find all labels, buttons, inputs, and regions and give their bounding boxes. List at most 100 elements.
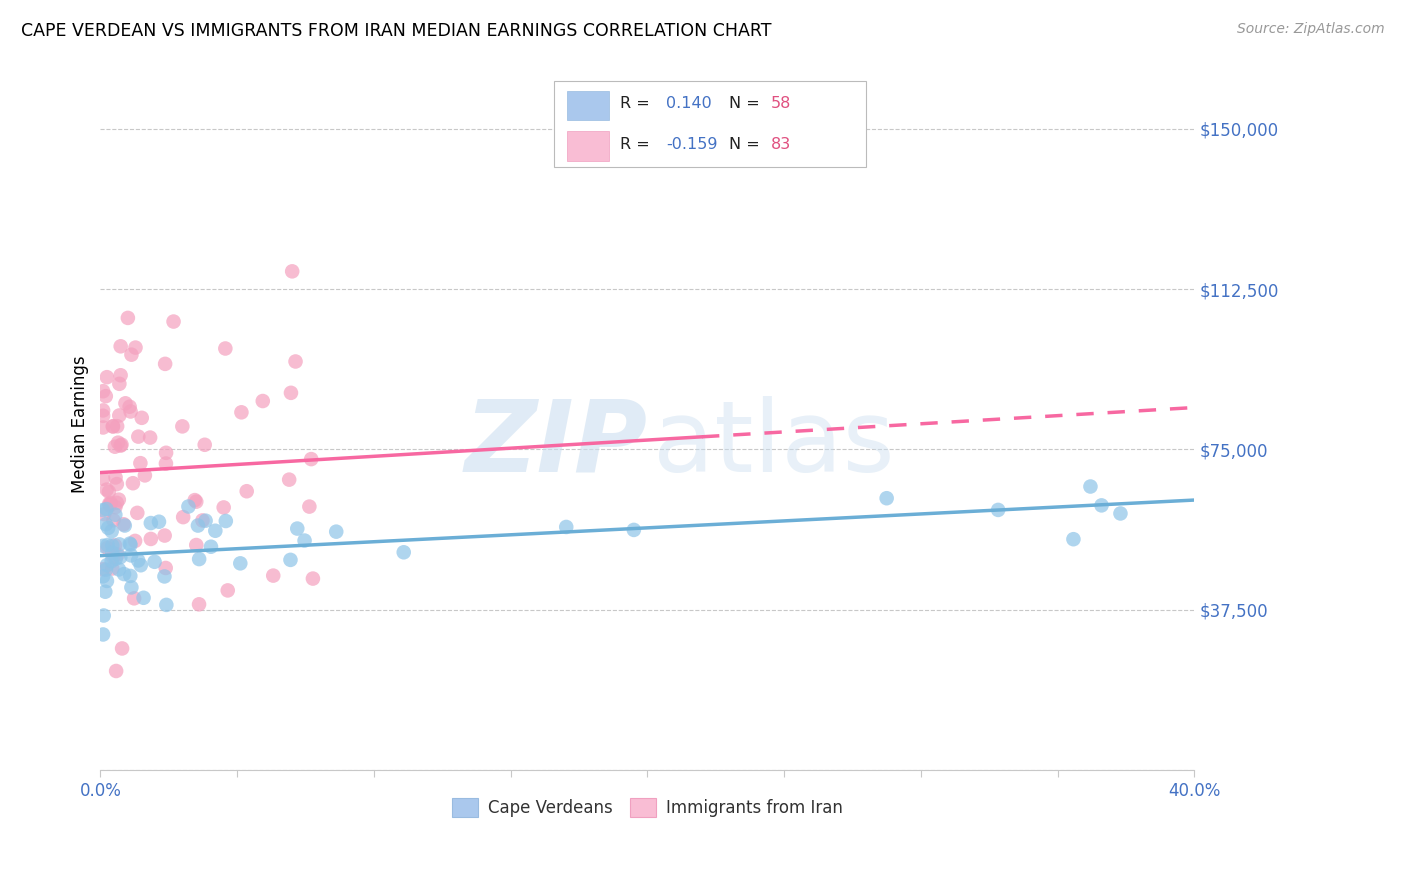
Text: CAPE VERDEAN VS IMMIGRANTS FROM IRAN MEDIAN EARNINGS CORRELATION CHART: CAPE VERDEAN VS IMMIGRANTS FROM IRAN MED… xyxy=(21,22,772,40)
Point xyxy=(94,389,117,403)
Point xyxy=(184,493,207,508)
Point xyxy=(107,548,129,562)
Point xyxy=(162,314,184,328)
Point xyxy=(100,554,122,568)
Point xyxy=(124,533,146,548)
Point xyxy=(124,341,146,355)
Point xyxy=(103,513,125,527)
Point xyxy=(110,368,132,383)
Point xyxy=(94,563,117,577)
Point xyxy=(107,435,129,450)
Point xyxy=(96,574,118,588)
Point xyxy=(120,569,142,583)
Point xyxy=(120,404,142,418)
Point xyxy=(284,354,307,368)
Point xyxy=(131,410,153,425)
Point xyxy=(555,520,578,534)
Text: Source: ZipAtlas.com: Source: ZipAtlas.com xyxy=(1237,22,1385,37)
Point xyxy=(1090,499,1112,513)
Point xyxy=(118,400,141,414)
Point xyxy=(200,540,222,554)
Point xyxy=(93,507,115,521)
Point xyxy=(285,522,308,536)
Point xyxy=(155,598,177,612)
Point xyxy=(118,536,141,550)
Point xyxy=(143,555,166,569)
Text: R =: R = xyxy=(620,96,655,112)
Point xyxy=(172,510,194,524)
Point xyxy=(204,524,226,538)
Point xyxy=(108,537,131,551)
Point xyxy=(111,641,134,656)
Point xyxy=(91,384,114,399)
Point xyxy=(129,456,152,470)
Text: ZIP: ZIP xyxy=(464,396,647,493)
Point xyxy=(215,514,238,528)
Point xyxy=(153,569,176,583)
Point xyxy=(104,551,127,566)
Point xyxy=(127,429,149,443)
Point xyxy=(97,484,120,499)
Point xyxy=(127,506,149,520)
Point xyxy=(93,608,115,623)
Point xyxy=(122,591,145,606)
Point xyxy=(281,264,304,278)
Point xyxy=(91,539,114,553)
Point xyxy=(114,396,136,410)
Point xyxy=(120,348,142,362)
Text: atlas: atlas xyxy=(652,396,894,493)
Point xyxy=(392,545,415,559)
Point xyxy=(101,419,124,434)
Point xyxy=(188,552,211,566)
FancyBboxPatch shape xyxy=(568,131,609,161)
Point xyxy=(302,572,325,586)
Point xyxy=(101,539,124,553)
Point xyxy=(120,549,142,563)
Point xyxy=(101,549,124,564)
Point xyxy=(91,627,114,641)
Point xyxy=(96,370,118,384)
Point xyxy=(139,516,162,530)
Point xyxy=(229,557,252,571)
Point xyxy=(104,440,127,454)
Point xyxy=(105,477,128,491)
Point xyxy=(91,409,114,423)
Point xyxy=(155,446,177,460)
Point xyxy=(217,583,239,598)
Point xyxy=(987,503,1010,517)
Point xyxy=(101,561,124,575)
Point xyxy=(235,484,257,499)
Point xyxy=(186,538,208,552)
Point xyxy=(153,528,176,542)
Point xyxy=(108,376,131,391)
Text: 83: 83 xyxy=(770,137,792,152)
Point xyxy=(134,468,156,483)
Point xyxy=(188,597,211,611)
Point xyxy=(280,553,302,567)
Text: 0.140: 0.140 xyxy=(666,96,711,112)
Point xyxy=(108,562,131,576)
Point xyxy=(194,438,217,452)
Point xyxy=(148,515,170,529)
Point xyxy=(1062,532,1084,546)
Point xyxy=(876,491,898,506)
Text: -0.159: -0.159 xyxy=(666,137,717,152)
Point xyxy=(299,452,322,467)
Point xyxy=(110,437,132,451)
Point xyxy=(97,521,120,535)
Text: R =: R = xyxy=(620,137,655,152)
FancyBboxPatch shape xyxy=(568,91,609,120)
Point xyxy=(100,496,122,510)
Point xyxy=(100,524,122,539)
Point xyxy=(112,567,135,582)
Text: N =: N = xyxy=(730,96,765,112)
Point xyxy=(120,581,142,595)
Point xyxy=(96,483,118,497)
Point xyxy=(91,420,114,434)
Point xyxy=(177,500,200,514)
Point xyxy=(96,558,118,573)
Point xyxy=(1109,507,1132,521)
Point xyxy=(139,532,162,546)
Point xyxy=(91,403,114,417)
Point xyxy=(623,523,645,537)
